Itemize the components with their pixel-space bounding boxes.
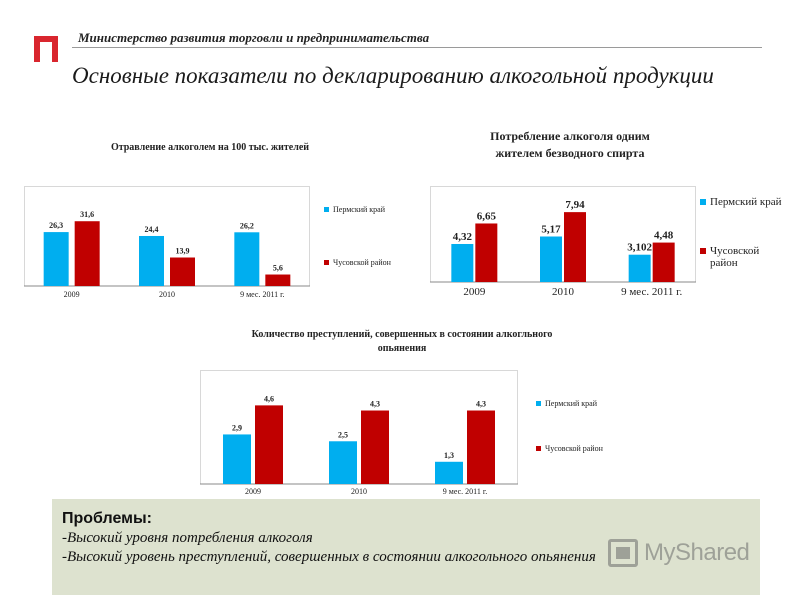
legend-label: Пермский край bbox=[545, 399, 597, 408]
data-label: 4,6 bbox=[264, 394, 274, 403]
x-tick-label: 2009 bbox=[245, 487, 261, 496]
x-tick-label: 9 мес. 2011 г. bbox=[443, 487, 487, 496]
chart-3-legend-perm: Пермский край bbox=[536, 399, 636, 408]
plot-frame bbox=[24, 186, 310, 287]
data-label: 5,6 bbox=[273, 264, 283, 273]
problem-item: -Высокий уровня потребления алкоголя bbox=[62, 530, 313, 546]
legend-label: Пермский край bbox=[710, 196, 782, 208]
bar-chus-2 bbox=[467, 410, 495, 484]
data-label: 4,32 bbox=[453, 231, 473, 243]
bar-perm-2 bbox=[435, 461, 463, 484]
chart-1-legend-perm: Пермский край bbox=[324, 205, 404, 214]
plot-frame bbox=[430, 186, 696, 283]
x-tick-label: 2010 bbox=[552, 286, 575, 298]
data-label: 4,3 bbox=[370, 400, 380, 409]
problems-panel: Проблемы: -Высокий уровня потребления ал… bbox=[52, 499, 760, 595]
bar-chus-2 bbox=[652, 242, 675, 282]
legend-swatch-perm bbox=[536, 401, 541, 406]
problem-item: -Высокий уровень преступлений, совершенн… bbox=[62, 549, 596, 565]
data-label: 2,9 bbox=[232, 423, 242, 432]
data-label: 6,65 bbox=[477, 210, 497, 222]
data-label: 3,102 bbox=[627, 242, 652, 254]
data-label: 7,94 bbox=[565, 199, 585, 211]
legend-swatch-perm bbox=[700, 199, 706, 205]
chart-2-legend-perm: Пермский край bbox=[700, 196, 790, 208]
bar-perm-2 bbox=[234, 232, 260, 286]
page-title: Основные показатели по декларированию ал… bbox=[72, 63, 714, 88]
bar-perm-0 bbox=[43, 232, 69, 286]
x-tick-label: 2010 bbox=[351, 487, 367, 496]
chart-2-title: Потребление алкоголя одним жителем безво… bbox=[490, 129, 650, 160]
legend-label: Чусовской район bbox=[545, 444, 603, 453]
watermark: MyShared bbox=[608, 536, 768, 570]
legend-swatch-chus bbox=[324, 260, 329, 265]
chart-1-legend-chus: Чусовской район bbox=[324, 258, 404, 267]
ministry-name: Министерство развития торговли и предпри… bbox=[78, 30, 430, 45]
legend-swatch-chus bbox=[536, 446, 541, 451]
legend-swatch-perm bbox=[324, 207, 329, 212]
legend-label: Чусовской район bbox=[710, 245, 760, 269]
data-label: 4,3 bbox=[476, 400, 486, 409]
data-label: 31,6 bbox=[80, 210, 94, 219]
data-label: 1,3 bbox=[444, 451, 454, 460]
bar-chus-0 bbox=[475, 223, 498, 282]
watermark-text: MyShared bbox=[644, 539, 750, 566]
chart-3-title: Количество преступлений, совершенных в с… bbox=[251, 329, 553, 354]
data-label: 26,3 bbox=[49, 221, 63, 230]
chart-1-title: Отравление алкоголем на 100 тыс. жителей bbox=[110, 142, 310, 153]
legend-swatch-chus bbox=[700, 248, 706, 254]
legend-label: Пермский край bbox=[333, 205, 385, 214]
screen-icon bbox=[608, 539, 638, 567]
bar-chus-0 bbox=[255, 405, 283, 484]
problems-title: Проблемы: bbox=[62, 510, 152, 527]
x-tick-label: 2010 bbox=[159, 290, 175, 299]
bar-perm-1 bbox=[139, 235, 164, 286]
bar-chus-1 bbox=[361, 410, 389, 484]
chart-2-legend-chus: Чусовской район bbox=[700, 245, 770, 269]
bar-perm-0 bbox=[223, 434, 251, 484]
data-label: 2,5 bbox=[338, 430, 348, 439]
bar-chus-1 bbox=[564, 212, 586, 282]
bar-chus-1 bbox=[170, 257, 195, 286]
header-rule bbox=[72, 47, 762, 48]
bar-perm-2 bbox=[628, 254, 651, 282]
bar-perm-0 bbox=[451, 243, 474, 282]
ministry-logo bbox=[34, 36, 58, 62]
data-label: 5,17 bbox=[541, 224, 561, 236]
chart-3: 2,9 4,6 2009 2,5 4,3 2010 1,3 4,3 9 мес. 2011 г. bbox=[200, 370, 518, 496]
data-label: 4,48 bbox=[654, 230, 674, 242]
data-label: 13,9 bbox=[176, 247, 190, 256]
x-tick-label: 9 мес. 2011 г. bbox=[621, 286, 682, 298]
x-tick-label: 2009 bbox=[64, 290, 80, 299]
chart-3-legend-chus: Чусовской район bbox=[536, 444, 646, 453]
data-label: 26,2 bbox=[240, 221, 254, 230]
bar-chus-0 bbox=[74, 221, 100, 286]
bar-chus-2 bbox=[265, 274, 291, 286]
bar-perm-1 bbox=[329, 441, 357, 484]
x-tick-label: 9 мес. 2011 г. bbox=[240, 290, 284, 299]
data-label: 24,4 bbox=[145, 225, 159, 234]
legend-label: Чусовской район bbox=[333, 258, 391, 267]
plot-frame bbox=[200, 370, 518, 485]
bar-perm-1 bbox=[540, 236, 562, 282]
chart-1: 26,3 31,6 2009 24,4 13,9 2010 26,2 5,6 9 мес. 20… bbox=[24, 186, 310, 299]
x-tick-label: 2009 bbox=[463, 286, 486, 298]
